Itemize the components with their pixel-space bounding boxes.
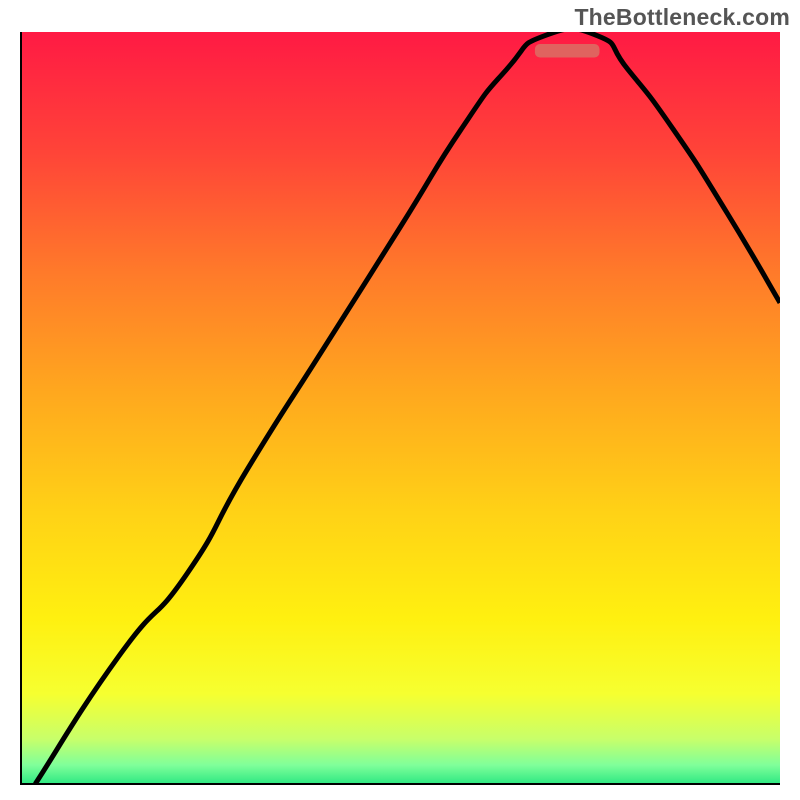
bottleneck-curve xyxy=(35,32,780,784)
optimal-range-marker xyxy=(535,44,600,58)
chart-curve-layer xyxy=(20,32,780,784)
watermark-text: TheBottleneck.com xyxy=(574,4,790,31)
